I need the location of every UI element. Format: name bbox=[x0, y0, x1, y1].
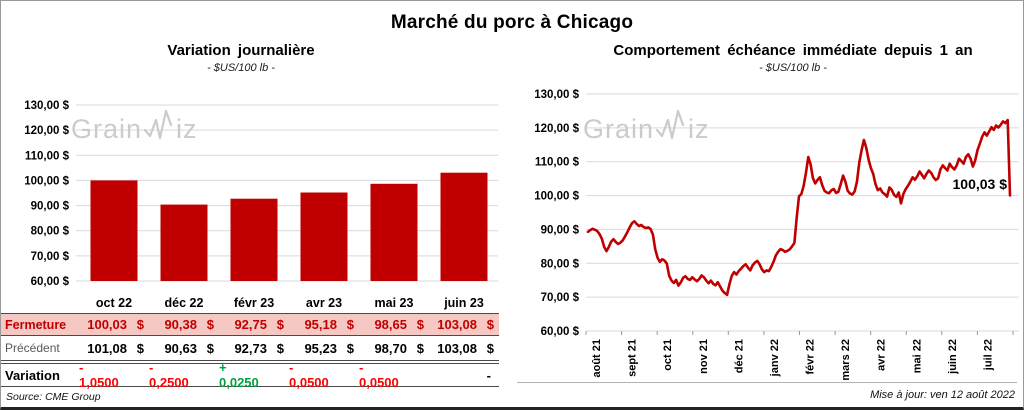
svg-text:120,00 $: 120,00 $ bbox=[534, 123, 579, 135]
svg-text:juin 22: juin 22 bbox=[947, 339, 959, 375]
svg-text:100,00 $: 100,00 $ bbox=[534, 191, 579, 203]
month-header: avr 23 bbox=[305, 296, 343, 310]
table-cell: - 0,0500 bbox=[359, 360, 399, 390]
line-chart-title: Comportement échéance immédiate depuis 1… bbox=[613, 42, 973, 59]
svg-text:110,00 $: 110,00 $ bbox=[25, 150, 70, 162]
svg-text:sept 21: sept 21 bbox=[627, 339, 639, 377]
month-header: oct 22 bbox=[95, 296, 133, 310]
svg-text:août 21: août 21 bbox=[591, 339, 603, 378]
table-cell: - 1,0500 bbox=[79, 360, 119, 390]
table-cell: - 0,2500 bbox=[149, 360, 189, 390]
bar-chart-subtitle: - $US/100 lb - bbox=[207, 62, 275, 74]
month-header: juin 23 bbox=[444, 296, 484, 310]
month-header: févr 23 bbox=[233, 296, 275, 310]
footer-divider bbox=[517, 382, 1017, 383]
row-label: Précédent bbox=[5, 341, 60, 355]
svg-text:110,00 $: 110,00 $ bbox=[535, 157, 580, 169]
bar-chart-title: Variation journalière bbox=[167, 42, 315, 59]
svg-text:60,00 $: 60,00 $ bbox=[541, 326, 580, 338]
line-chart: 130,00 $ 120,00 $ 110,00 $ 100,00 $ 90,00 $ 8… bbox=[534, 89, 1019, 381]
svg-text:80,00 $: 80,00 $ bbox=[541, 258, 580, 270]
update-note: Mise à jour: ven 12 août 2022 bbox=[870, 389, 1015, 401]
svg-text:100,00 $: 100,00 $ bbox=[24, 175, 69, 187]
table-cell: - bbox=[486, 367, 491, 383]
table-cell: 103,08 $ bbox=[437, 340, 494, 356]
svg-text:120,00 $: 120,00 $ bbox=[24, 125, 69, 137]
table-cell: 103,08 $ bbox=[437, 317, 494, 332]
svg-text:90,00 $: 90,00 $ bbox=[541, 224, 580, 236]
table-cell: 98,70 $ bbox=[374, 340, 424, 356]
month-header: mai 23 bbox=[374, 296, 414, 310]
svg-text:oct 21: oct 21 bbox=[662, 339, 674, 371]
svg-text:130,00 $: 130,00 $ bbox=[534, 89, 579, 101]
svg-text:80,00 $: 80,00 $ bbox=[31, 226, 70, 238]
table-cell: 92,73 $ bbox=[234, 340, 284, 356]
month-header: déc 22 bbox=[164, 296, 204, 310]
table-cell: 95,18 $ bbox=[304, 317, 354, 332]
last-value-annotation: 100,03 $ bbox=[953, 176, 1008, 192]
svg-text:avr 22: avr 22 bbox=[876, 339, 888, 371]
table-row: Précédent 101,08 $ 90,63 $ 92,73 $ 95,23 $ 98,70 $… bbox=[1, 336, 499, 361]
table-cell: - 0,0500 bbox=[289, 360, 329, 390]
row-label: Variation bbox=[5, 367, 60, 383]
svg-text:90,00 $: 90,00 $ bbox=[31, 201, 70, 213]
svg-text:mars 22: mars 22 bbox=[840, 339, 852, 381]
table-row: Variation - 1,0500 - 0,2500 + 0,0250 - 0,050… bbox=[1, 360, 499, 390]
svg-text:juil 22: juil 22 bbox=[982, 339, 994, 371]
table-cell: 98,65 $ bbox=[374, 317, 424, 332]
svg-text:déc 21: déc 21 bbox=[733, 339, 745, 373]
svg-text:janv 22: janv 22 bbox=[769, 339, 781, 377]
table-cell: + 0,0250 bbox=[219, 360, 259, 390]
svg-text:130,00 $: 130,00 $ bbox=[24, 100, 69, 112]
svg-text:60,00 $: 60,00 $ bbox=[31, 276, 70, 288]
table-row: Fermeture 100,03 $ 90,38 $ 92,75 $ 95,18 $ 98,65 $… bbox=[1, 313, 499, 336]
bar-chart: 130,00 $ 120,00 $ 110,00 $ 100,00 $ 90,00 $ 8… bbox=[24, 100, 498, 288]
table-cell: 90,38 $ bbox=[164, 317, 214, 332]
table-cell: 92,75 $ bbox=[234, 317, 284, 332]
svg-text:70,00 $: 70,00 $ bbox=[541, 292, 580, 304]
row-label: Fermeture bbox=[5, 317, 67, 332]
table-cell: 101,08 $ bbox=[87, 340, 144, 356]
line-chart-subtitle: - $US/100 lb - bbox=[759, 62, 827, 74]
svg-text:févr 22: févr 22 bbox=[805, 339, 817, 374]
price-table: oct 22 déc 22 févr 23 avr 23 mai 23 juin 23 Fe… bbox=[1, 293, 499, 390]
table-header-row: oct 22 déc 22 févr 23 avr 23 mai 23 juin 23 bbox=[1, 293, 499, 313]
svg-text:mai 22: mai 22 bbox=[911, 339, 923, 373]
svg-text:70,00 $: 70,00 $ bbox=[31, 251, 70, 263]
source-note: Source: CME Group bbox=[6, 391, 101, 403]
svg-text:nov 21: nov 21 bbox=[698, 339, 710, 374]
table-cell: 100,03 $ bbox=[87, 317, 144, 332]
table-cell: 95,23 $ bbox=[304, 340, 354, 356]
page-title: Marché du porc à Chicago bbox=[390, 12, 634, 33]
table-cell: 90,63 $ bbox=[164, 340, 214, 356]
